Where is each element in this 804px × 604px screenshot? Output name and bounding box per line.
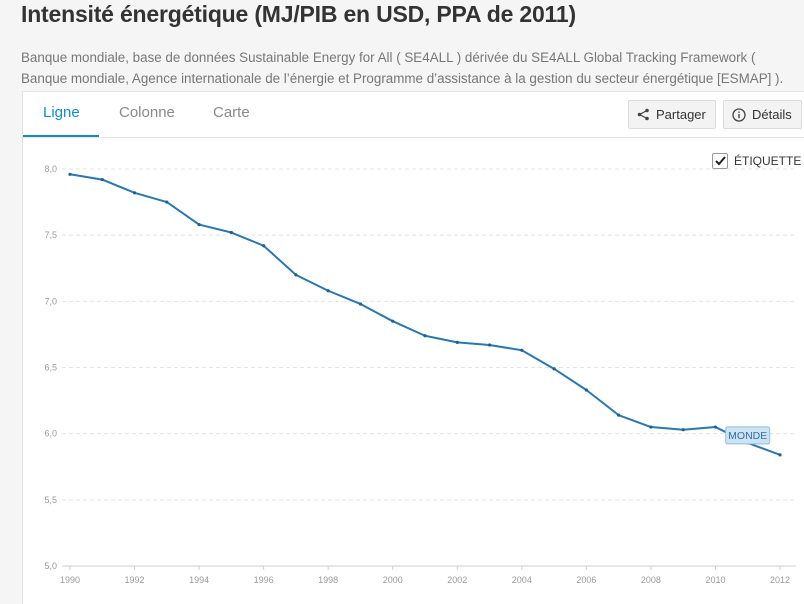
checkmark-icon [714,156,726,166]
data-point [423,334,427,338]
x-tick-label: 1992 [125,575,145,585]
data-point [294,273,298,277]
y-tick-label: 7,0 [44,296,57,306]
details-button[interactable]: Détails [723,100,802,129]
x-tick-label: 1996 [254,575,274,585]
source-note: Banque mondiale, base de données Sustain… [21,50,784,86]
x-tick-label: 1998 [318,575,338,585]
x-tick-label: 2010 [705,575,725,585]
data-point [681,428,685,432]
line-chart: 5,0 5,5 6,0 6,5 7,0 7,5 8,0 1990 1992 1994 1996 199… [44,164,796,585]
chart-tabs: Ligne Colonne Carte Partager Détails [23,92,804,138]
data-point [326,289,330,293]
data-point [584,388,588,392]
series-label-monde: MONDE [728,430,767,442]
y-tick-label: 5,0 [44,561,57,571]
y-tick-label: 7,5 [44,230,57,240]
data-point [552,367,556,371]
data-point [649,425,653,429]
tab-ligne[interactable]: Ligne [43,104,80,121]
data-point [520,348,524,352]
data-point [100,177,104,182]
x-tick-label: 2006 [576,575,596,585]
data-point [68,172,72,176]
y-tick-label: 6,5 [44,363,57,373]
details-label: Détails [752,107,792,122]
label-toggle[interactable]: ÉTIQUETTE [712,153,801,169]
tab-carte[interactable]: Carte [213,104,250,121]
tab-colonne[interactable]: Colonne [119,104,175,121]
data-point [391,319,395,323]
page-title: Intensité énergétique (MJ/PIB en USD, PP… [21,1,576,27]
x-tick-label: 1994 [189,575,209,585]
data-point [197,222,201,227]
data-point [455,340,459,344]
data-point [262,244,266,248]
series-label-box [725,426,771,445]
data-point [132,191,137,195]
share-label: Partager [656,107,706,122]
share-button[interactable]: Partager [628,100,716,129]
y-tick-label: 6,0 [44,429,57,439]
label-toggle-text: ÉTIQUETTE [734,154,802,168]
x-tick-label: 2004 [512,575,532,585]
data-point [229,230,233,235]
x-tick-label: 2012 [770,575,790,585]
series-line-monde [69,173,781,456]
y-tick-label: 5,5 [44,495,57,505]
data-point [617,413,621,417]
data-point [778,453,782,457]
info-icon [732,107,746,122]
y-tick-label: 8,0 [44,164,57,174]
chart-panel: Ligne Colonne Carte Partager Détails 5,0… [22,91,804,604]
data-point [713,425,718,429]
x-tick-label: 2002 [447,575,467,585]
active-tab-indicator [23,135,99,137]
x-tick-label: 2008 [641,575,661,585]
data-point [358,302,363,306]
label-checkbox[interactable] [712,153,728,169]
data-point [487,343,492,347]
x-tick-label: 2000 [383,575,403,585]
x-tick-label: 1990 [60,575,80,585]
data-point [165,200,169,204]
share-icon [637,108,649,121]
